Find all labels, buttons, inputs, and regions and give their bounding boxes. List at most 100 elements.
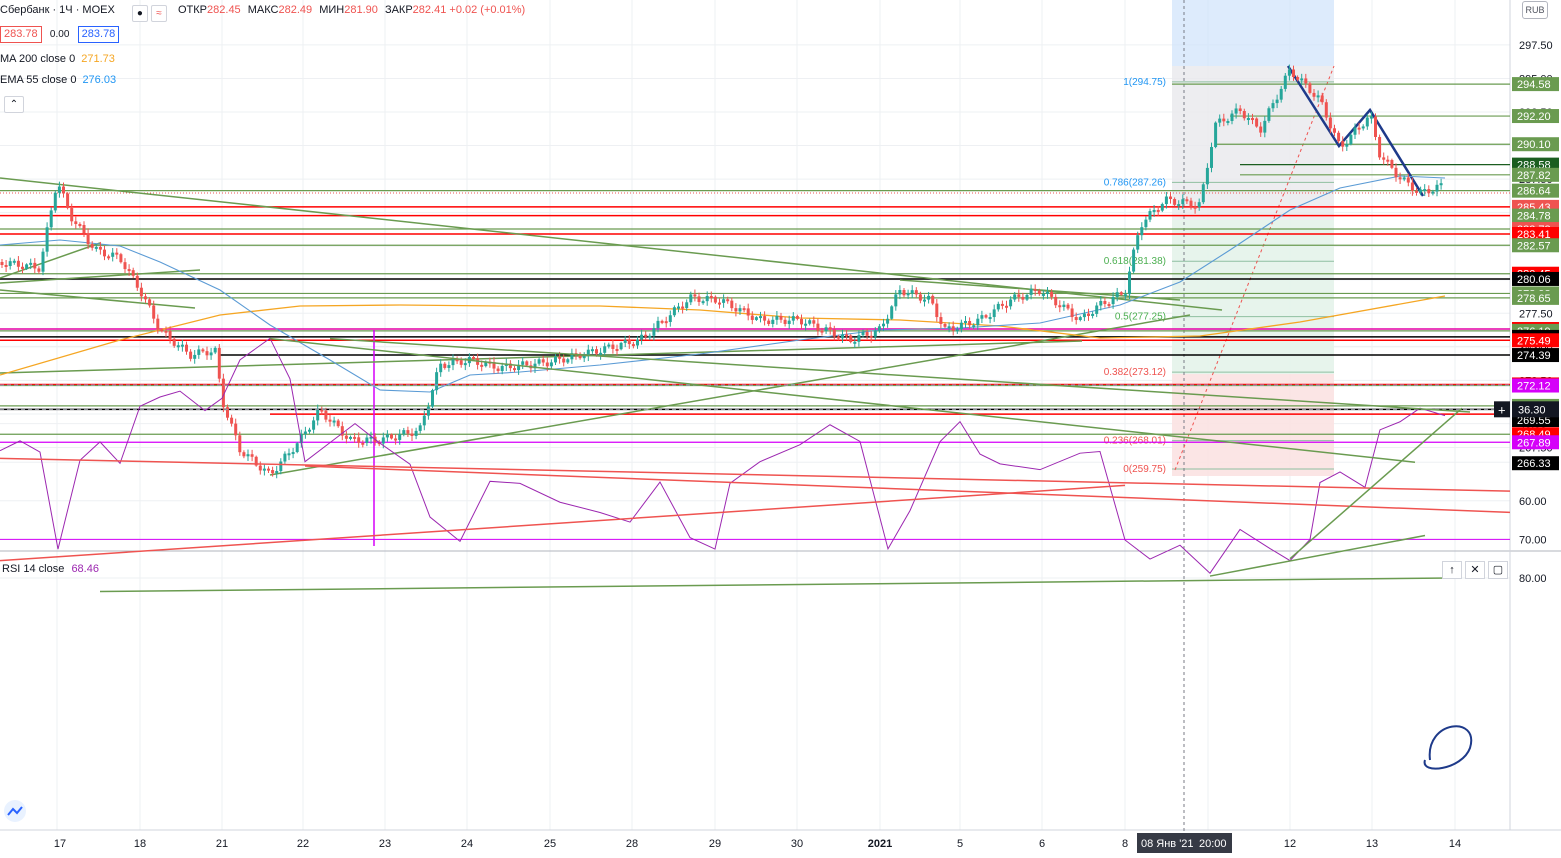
rsi-trend-line [329, 337, 1471, 413]
ma-value: 271.73 [81, 53, 115, 65]
candle-body [759, 316, 762, 319]
price-label-text: 290.10 [1517, 139, 1551, 151]
candle-body [996, 303, 1000, 310]
symbol-title[interactable]: Сбербанк · 1Ч · MOEX [0, 4, 115, 16]
candle-body [517, 364, 521, 371]
candle-body [139, 287, 143, 297]
candle-body [570, 353, 574, 360]
candle-body [414, 430, 418, 436]
candle-body [701, 301, 705, 304]
candle-body [1304, 78, 1308, 84]
candle-body [70, 208, 74, 222]
candle-body [1341, 141, 1345, 147]
price-label-text: 287.82 [1517, 170, 1551, 182]
time-tick-label: 23 [379, 838, 391, 850]
candle-body [62, 186, 65, 194]
candle-body [82, 225, 86, 234]
candle-body [238, 435, 242, 453]
candle-body [923, 299, 926, 302]
candle-body [246, 454, 250, 457]
currency-button[interactable]: RUB [1522, 1, 1548, 19]
wave-icon[interactable]: ≈ [150, 5, 167, 22]
sell-button[interactable]: 283.78 [0, 26, 42, 43]
candle-body [1365, 117, 1369, 127]
candle-body [1156, 209, 1160, 212]
crosshair-time-box [1137, 833, 1232, 853]
candle-body [303, 431, 307, 435]
rsi-pane [0, 337, 1511, 770]
candle-body [521, 361, 525, 365]
candle-body [533, 363, 537, 369]
close-icon[interactable]: ✕ [1465, 561, 1485, 579]
candle-body [627, 340, 631, 345]
candle-body [86, 233, 90, 245]
candle-body [1074, 317, 1078, 320]
candle-body [492, 362, 496, 369]
candle-body [849, 335, 853, 343]
eye-icon[interactable]: ● [131, 5, 148, 22]
candle-body [845, 334, 849, 337]
high-value: 282.49 [278, 4, 313, 16]
price-label-box [1512, 77, 1559, 92]
ma-legend[interactable]: MA 200 close 0 271.73 [0, 51, 115, 67]
candle-body [1255, 118, 1259, 127]
low-value: 281.90 [344, 4, 378, 16]
candle-body [144, 296, 147, 300]
candle-body [160, 329, 164, 332]
rsi-cursor-label: 36.30 [1518, 404, 1546, 416]
candle-body [1152, 209, 1156, 212]
price-label-text: 292.20 [1517, 111, 1551, 123]
chevron-up-icon[interactable]: ⌃ [4, 96, 24, 113]
maximize-icon[interactable]: ▢ [1488, 561, 1508, 579]
ema-legend[interactable]: EMA 55 close 0 276.03 [0, 72, 116, 88]
candle-body [873, 330, 877, 337]
candle-body [217, 347, 221, 379]
time-tick-label: 21 [216, 838, 228, 850]
candle-body [746, 308, 750, 316]
rsi-trend-line [99, 577, 1451, 593]
time-tick-label: 14 [1449, 838, 1461, 850]
candle-body [1361, 126, 1365, 129]
candle-body [636, 339, 639, 346]
arrow-up-icon[interactable]: ↑ [1442, 561, 1462, 579]
candle-body [738, 308, 742, 312]
hand-drawn-circle [1423, 725, 1473, 770]
fib-zone [1172, 66, 1334, 220]
candle-body [1000, 303, 1004, 306]
candle-body [742, 308, 746, 311]
plus-icon-glyph: + [1498, 402, 1506, 417]
time-tick-label: 12 [1284, 838, 1296, 850]
candle-body [902, 290, 906, 296]
candle-body [984, 315, 988, 318]
price-label-box [1512, 435, 1559, 450]
candle-body [1054, 296, 1058, 306]
time-tick-label: 5 [957, 838, 963, 850]
buy-button[interactable]: 283.78 [77, 26, 120, 43]
price-label-box [1512, 456, 1559, 471]
rsi-trend-line [1209, 534, 1426, 577]
candle-body [894, 294, 898, 307]
price-label-box [1512, 271, 1559, 286]
candle-body [513, 368, 516, 371]
candle-body [484, 361, 488, 367]
candle-body [1115, 292, 1119, 298]
candle-body [1271, 103, 1275, 109]
candle-body [775, 316, 779, 320]
candle-body [672, 307, 676, 316]
candle-body [209, 352, 213, 356]
fib-level-label: 0.5(277.25) [1115, 312, 1166, 323]
candle-body [1140, 227, 1144, 236]
spread-value: 0.00 [49, 29, 70, 40]
change-value: +0.02 (+0.01%) [449, 4, 526, 16]
candle-body [771, 319, 775, 324]
candle-body [29, 262, 33, 265]
candle-body [1160, 204, 1164, 211]
candle-body [1013, 294, 1017, 300]
candle-body [1435, 184, 1439, 192]
candle-body [439, 363, 443, 373]
rsi-legend[interactable]: RSI 14 close 68.46 [2, 561, 99, 577]
fib-level-label: 1(294.75) [1123, 77, 1166, 88]
rsi-tick-label: 60.00 [1519, 496, 1547, 508]
candle-body [914, 290, 918, 295]
